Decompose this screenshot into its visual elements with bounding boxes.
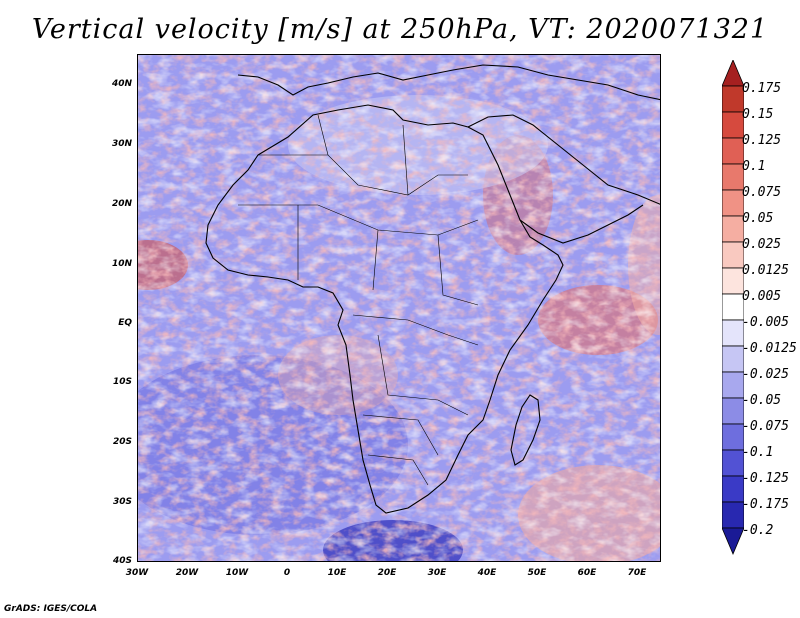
colorbar-label: 0.005 [742, 289, 782, 304]
colorbar-swatch [722, 163, 744, 191]
lon-label-20w: 20W [175, 568, 199, 578]
colorbar-label: -0.0125 [742, 341, 797, 356]
colorbar-swatch [722, 241, 744, 269]
credit-text: GrADS: IGES/COLA [4, 604, 98, 614]
lon-label-70e: 70E [627, 568, 647, 578]
lat-label-20s: 20S [112, 437, 132, 447]
colorbar-label: -0.175 [742, 497, 789, 512]
madagascar-coastline [510, 394, 541, 466]
colorbar-label: -0.025 [742, 367, 789, 382]
colorbar-min-arrow [722, 527, 744, 556]
chart-title: Vertical velocity [m/s] at 250hPa, VT: 2… [31, 14, 769, 45]
lat-label-eq: EQ [118, 318, 132, 328]
lat-label-40n: 40N [111, 79, 132, 89]
lon-label-50e: 50E [527, 568, 547, 578]
colorbar-max-arrow [722, 60, 744, 87]
lon-label-20e: 20E [377, 568, 397, 578]
colorbar-label: 0.1 [742, 159, 766, 174]
colorbar-swatch [722, 501, 744, 529]
europe-coastline [237, 64, 660, 101]
arabia-coastline [467, 114, 660, 244]
lon-label-30e: 30E [427, 568, 447, 578]
colorbar-swatch [722, 475, 744, 503]
lon-label-60e: 60E [577, 568, 597, 578]
country-borders [238, 114, 479, 486]
lat-label-40s: 40S [112, 556, 132, 566]
colorbar-label: 0.075 [742, 185, 782, 200]
colorbar [722, 60, 744, 556]
colorbar-swatch [722, 371, 744, 399]
colorbar-label: 0.15 [742, 107, 774, 122]
colorbar-label: 0.125 [742, 133, 782, 148]
colorbar-label: -0.075 [742, 419, 789, 434]
colorbar-swatch [722, 111, 744, 139]
colorbar-label: -0.2 [742, 523, 774, 538]
colorbar-label: -0.1 [742, 445, 774, 460]
colorbar-label: -0.05 [742, 393, 782, 408]
colorbar-swatch [722, 215, 744, 243]
colorbar-swatch [722, 345, 744, 373]
map-panel [137, 54, 661, 562]
lat-label-20n: 20N [111, 199, 132, 209]
colorbar-swatch [722, 293, 744, 321]
colorbar-swatch [722, 449, 744, 477]
colorbar-swatch [722, 423, 744, 451]
lat-label-10n: 10N [111, 259, 132, 269]
colorbar-label: 0.025 [742, 237, 782, 252]
field-noise-neutral [138, 55, 660, 561]
lon-label-40e: 40E [477, 568, 497, 578]
africa-coastline [205, 104, 564, 514]
lon-label-10e: 10E [327, 568, 347, 578]
colorbar-swatch [722, 189, 744, 217]
colorbar-swatch [722, 267, 744, 295]
colorbar-swatch [722, 137, 744, 165]
lon-label-10w: 10W [225, 568, 249, 578]
colorbar-swatch [722, 85, 744, 113]
lon-label-0: 0 [283, 568, 291, 578]
colorbar-label: 0.0125 [742, 263, 789, 278]
colorbar-label: 0.05 [742, 211, 774, 226]
lat-label-10s: 10S [112, 377, 132, 387]
map-field [138, 55, 660, 561]
colorbar-label: 0.175 [742, 81, 782, 96]
colorbar-swatch [722, 319, 744, 347]
lon-label-30w: 30W [125, 568, 149, 578]
colorbar-label: -0.125 [742, 471, 789, 486]
colorbar-label: -0.005 [742, 315, 789, 330]
lat-label-30n: 30N [111, 139, 132, 149]
colorbar-swatch [722, 397, 744, 425]
lat-label-30s: 30S [112, 497, 132, 507]
